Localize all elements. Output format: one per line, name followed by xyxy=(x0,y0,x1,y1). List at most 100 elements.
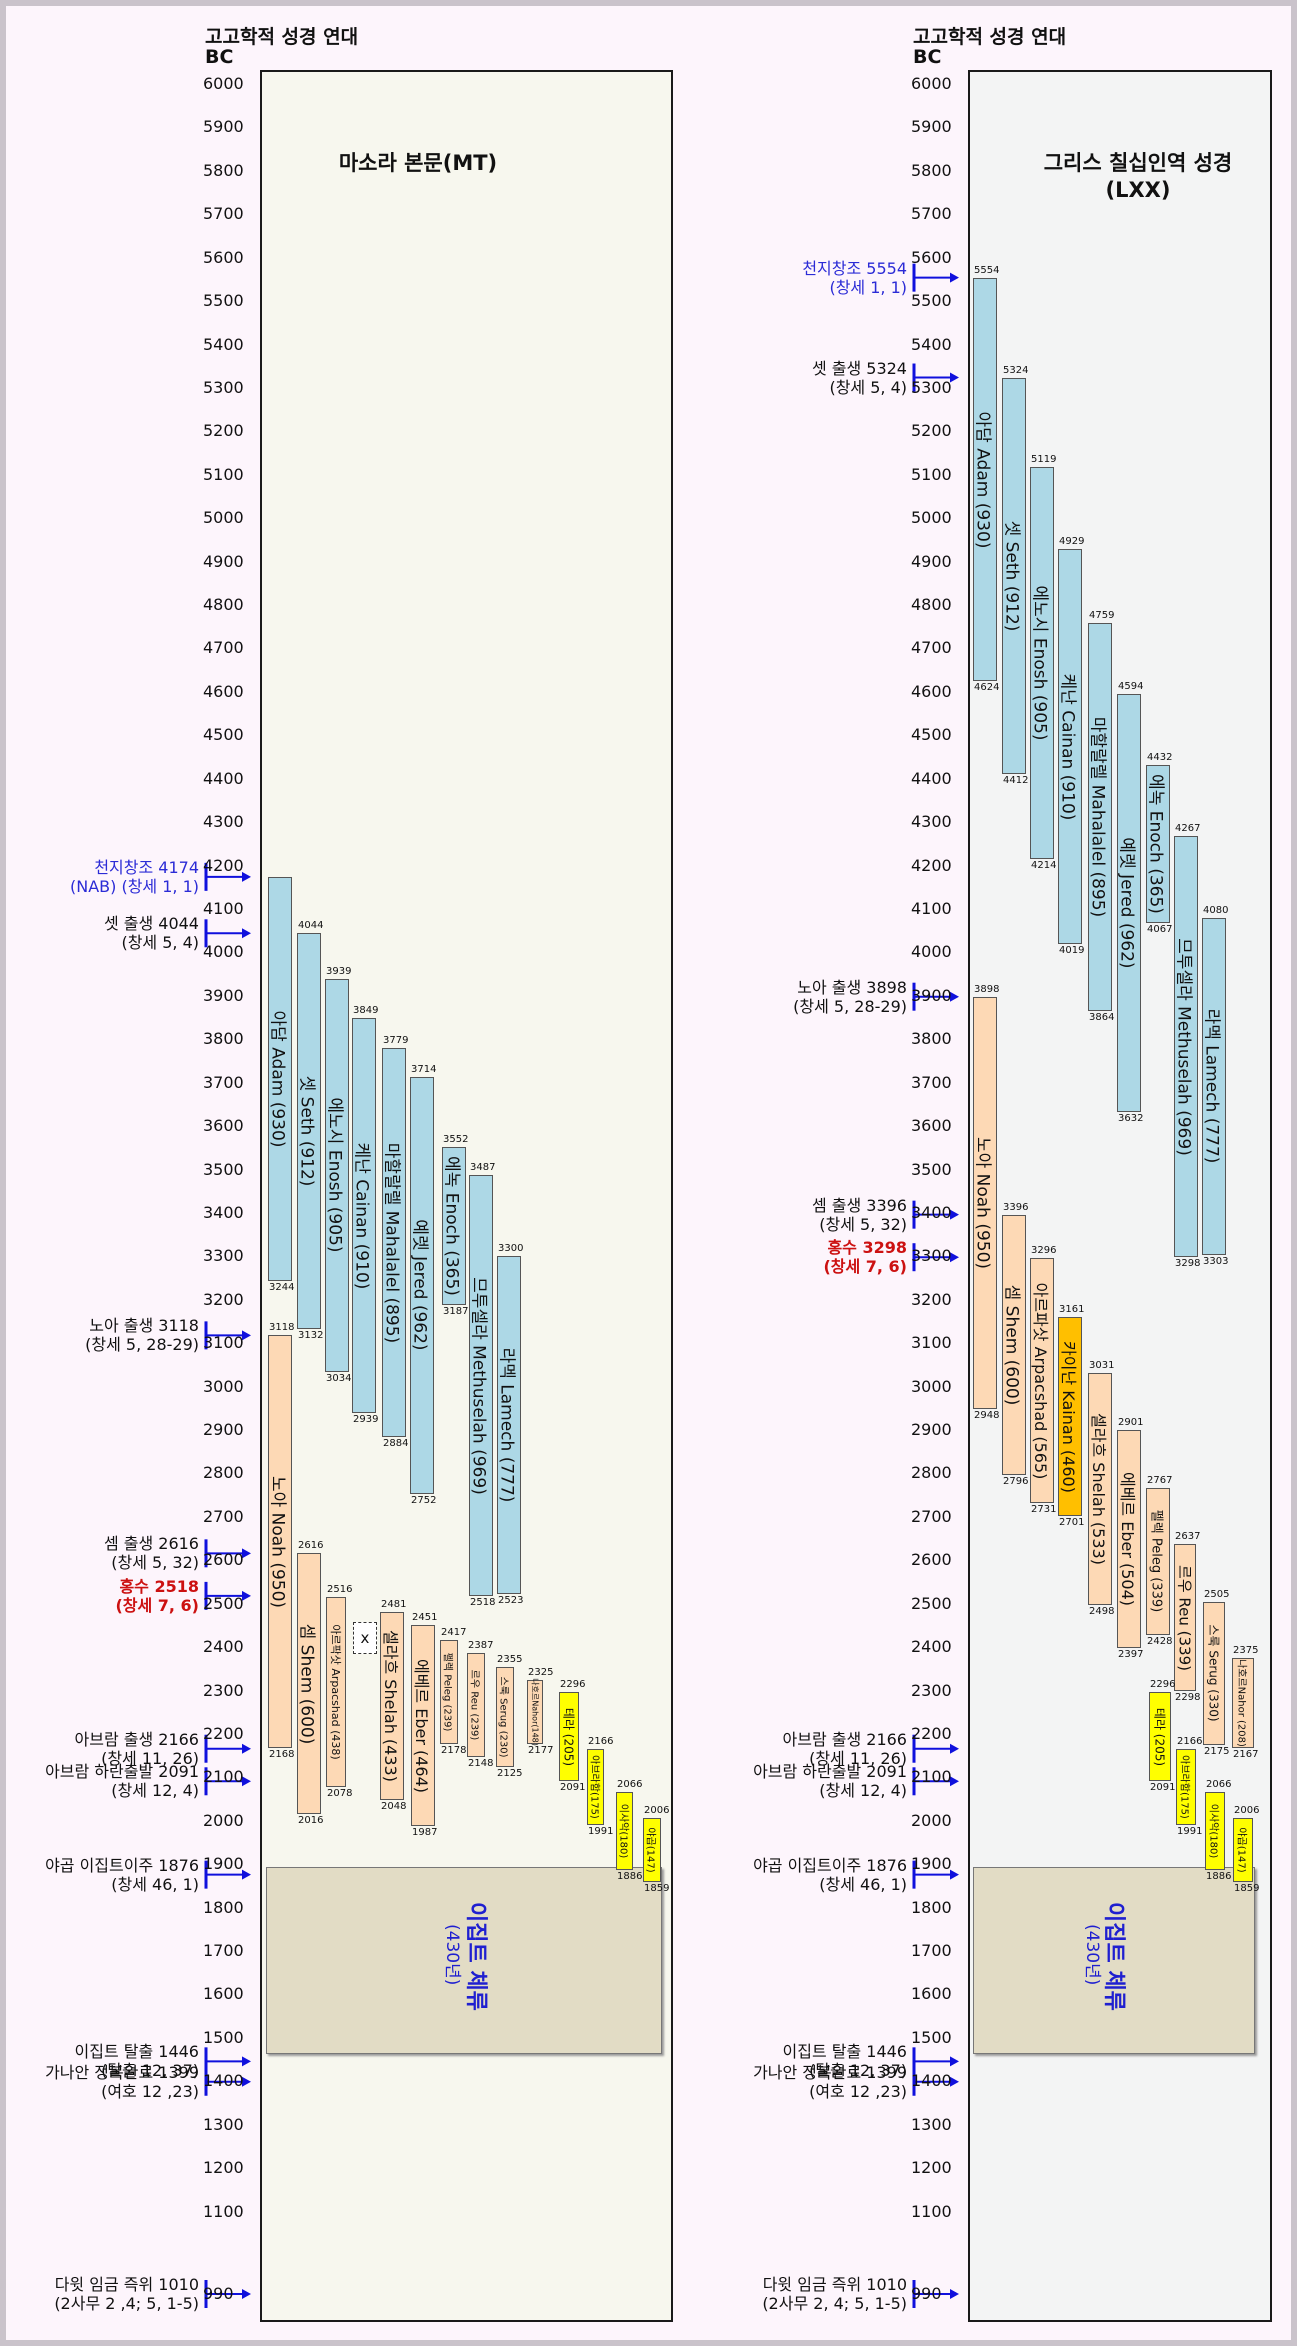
year-tick-label: 3600 xyxy=(203,1116,244,1136)
year-tick-label: 3400 xyxy=(911,1202,952,1222)
lifespan-bar-label: 아르파삿 Arpacshad (565) xyxy=(1031,1282,1050,1480)
year-tick-label: 5100 xyxy=(911,464,952,484)
event-annotation: 가나안 정복완료 1399 (여호 12 ,23) xyxy=(753,2063,907,2101)
event-annotation-line: 셋 출생 5324 xyxy=(811,358,907,378)
lifespan-bar-label: 마할랄렐 Mahalalel (895) xyxy=(1087,716,1108,918)
lifespan-bar-label: 셈 Shem (600) xyxy=(1001,1284,1022,1406)
year-tick-label: 3800 xyxy=(911,1029,952,1049)
year-tick-label: 990 xyxy=(203,2284,234,2303)
death-year-label: 4412 xyxy=(1003,774,1029,786)
death-year-label: 3244 xyxy=(269,1281,295,1293)
lifespan-bar: 므투셀라 Methuselah (969) xyxy=(1174,836,1198,1258)
year-tick-label: 4100 xyxy=(911,898,952,918)
birth-year-label: 3714 xyxy=(411,1063,437,1075)
lifespan-bar: 카이난 Kainan (460) xyxy=(1058,1316,1082,1517)
lifespan-bar: 에베르 Eber (464) xyxy=(411,1624,435,1827)
birth-year-label: 4594 xyxy=(1118,681,1144,693)
birth-year-label: 2296 xyxy=(1150,1679,1176,1691)
lifespan-bar-label: 라멕 Lamech (777) xyxy=(496,1347,517,1503)
year-tick-label: 3200 xyxy=(911,1289,952,1309)
lifespan-bar: 마할랄렐 Mahalalel (895) xyxy=(1087,622,1112,1012)
year-tick-label: 3900 xyxy=(203,985,244,1005)
lifespan-bar: 아담 Adam (930) xyxy=(972,277,997,682)
event-annotation-line: (창세 5, 4) xyxy=(829,377,907,397)
lifespan-bar: 셈 Shem (600) xyxy=(1001,1214,1026,1476)
lifespan-bar-label: 에노시 Enosh (905) xyxy=(324,1097,345,1253)
birth-year-label: 2637 xyxy=(1175,1531,1201,1543)
year-tick-label: 5600 xyxy=(203,247,244,267)
birth-year-label: 3849 xyxy=(353,1004,379,1016)
event-annotation: 아브람 출생 2166 (창세 11, 26) xyxy=(75,1730,200,1768)
lifespan-bar: 셈 Shem (600) xyxy=(297,1553,321,1814)
birth-year-label: 2296 xyxy=(560,1679,586,1691)
death-year-label: 4214 xyxy=(1031,860,1057,872)
event-annotation: 야곱 이집트이주 1876 (창세 46, 1) xyxy=(45,1856,199,1894)
year-tick-label: 1100 xyxy=(911,2201,952,2221)
death-year-label: 2701 xyxy=(1059,1517,1085,1529)
death-year-label: 1991 xyxy=(1177,1825,1203,1837)
lifespan-bar-label: 에노시 Enosh (905) xyxy=(1029,585,1050,741)
era-label: BC xyxy=(913,46,942,68)
event-annotation: 아브람 하란출발 2091 (창세 12, 4) xyxy=(45,1762,199,1800)
birth-year-label: 2505 xyxy=(1204,1588,1230,1600)
birth-year-label: 2417 xyxy=(441,1626,467,1638)
birth-year-label: 2166 xyxy=(1177,1735,1203,1747)
death-year-label: 1859 xyxy=(1234,1883,1260,1895)
year-tick-label: 1200 xyxy=(203,2158,244,2178)
year-tick-label: 1400 xyxy=(203,2071,244,2091)
lifespan-bar: 셋 Seth (912) xyxy=(1001,377,1026,774)
lifespan-bar: 이사악(180) xyxy=(1205,1792,1225,1871)
lifespan-bar: 에녹 Enoch (365) xyxy=(1146,764,1170,924)
year-tick-label: 2400 xyxy=(203,1637,244,1657)
lifespan-bar: 나호르Nahor(148) xyxy=(527,1678,543,1746)
event-annotation-line: 천지창조 5554 xyxy=(802,258,907,278)
lifespan-bar-label: 야곱(147) xyxy=(644,1827,656,1873)
year-tick-label: 1300 xyxy=(911,2114,952,2134)
event-annotation-line: (여호 12 ,23) xyxy=(809,2081,907,2101)
panel-1-title-line: (LXX) xyxy=(1105,178,1171,202)
year-tick-label: 2700 xyxy=(911,1506,952,1526)
year-tick-label: 1700 xyxy=(203,1941,244,1961)
event-annotation: 셈 출생 2616 (창세 5, 32) xyxy=(104,1534,199,1572)
event-annotation: 천지창조 4174 (NAB) (창세 1, 1) xyxy=(70,858,199,896)
death-year-label: 3034 xyxy=(326,1372,352,1384)
event-annotation: 천지창조 5554 (창세 1, 1) xyxy=(802,259,907,297)
death-year-label: 2523 xyxy=(498,1594,524,1606)
event-annotation-line: 홍수 2518 xyxy=(119,1576,199,1596)
lifespan-bar-label: 아담 Adam (930) xyxy=(972,411,993,548)
event-annotation: 셋 출생 4044 (창세 5, 4) xyxy=(104,914,199,952)
year-tick-label: 4800 xyxy=(911,595,952,615)
death-year-label: 2091 xyxy=(560,1782,586,1794)
birth-year-label: 4080 xyxy=(1203,904,1229,916)
lifespan-bar: 셀라흐 Shelah (433) xyxy=(380,1611,404,1800)
birth-year-label: 2767 xyxy=(1147,1474,1173,1486)
year-tick-label: 5900 xyxy=(911,117,952,137)
lifespan-bar-label: 셋 Seth (912) xyxy=(1001,520,1022,631)
death-year-label: 2884 xyxy=(383,1437,409,1449)
year-tick-label: 5600 xyxy=(911,247,952,267)
year-tick-label: 6000 xyxy=(203,74,244,93)
event-annotation: 노아 출생 3898 (창세 5, 28-29) xyxy=(793,978,907,1016)
year-tick-label: 5200 xyxy=(203,421,244,441)
lifespan-bar: 셀라흐 Shelah (533) xyxy=(1088,1373,1112,1605)
lifespan-bar-label: 펠렉 Peleg (239) xyxy=(441,1652,453,1731)
event-annotation-line: 야곱 이집트이주 1876 xyxy=(753,1855,907,1875)
death-year-label: 2298 xyxy=(1175,1692,1201,1704)
year-tick-label: 1700 xyxy=(911,1941,952,1961)
event-annotation-line: 아브람 출생 2166 xyxy=(782,1729,908,1749)
year-tick-label: 4600 xyxy=(911,681,952,701)
lifespan-bar: 라멕 Lamech (777) xyxy=(496,1256,521,1594)
birth-year-label: 2616 xyxy=(298,1540,324,1552)
death-year-label: 2731 xyxy=(1031,1504,1057,1516)
event-arrow xyxy=(912,982,959,1011)
event-annotation-line: (여호 12 ,23) xyxy=(101,2081,199,2101)
year-tick-label: 4200 xyxy=(203,855,244,875)
birth-year-label: 3487 xyxy=(470,1162,496,1174)
event-annotation-line: (탈출 12, 37) xyxy=(101,2061,199,2081)
year-tick-label: 5200 xyxy=(911,421,952,441)
event-annotation-line: 이집트 탈출 1446 xyxy=(782,2042,908,2062)
lifespan-bar: 셋 Seth (912) xyxy=(297,933,321,1330)
year-tick-label: 3100 xyxy=(911,1333,952,1353)
lifespan-bar-label: 르우 Reu (339) xyxy=(1175,1564,1194,1671)
